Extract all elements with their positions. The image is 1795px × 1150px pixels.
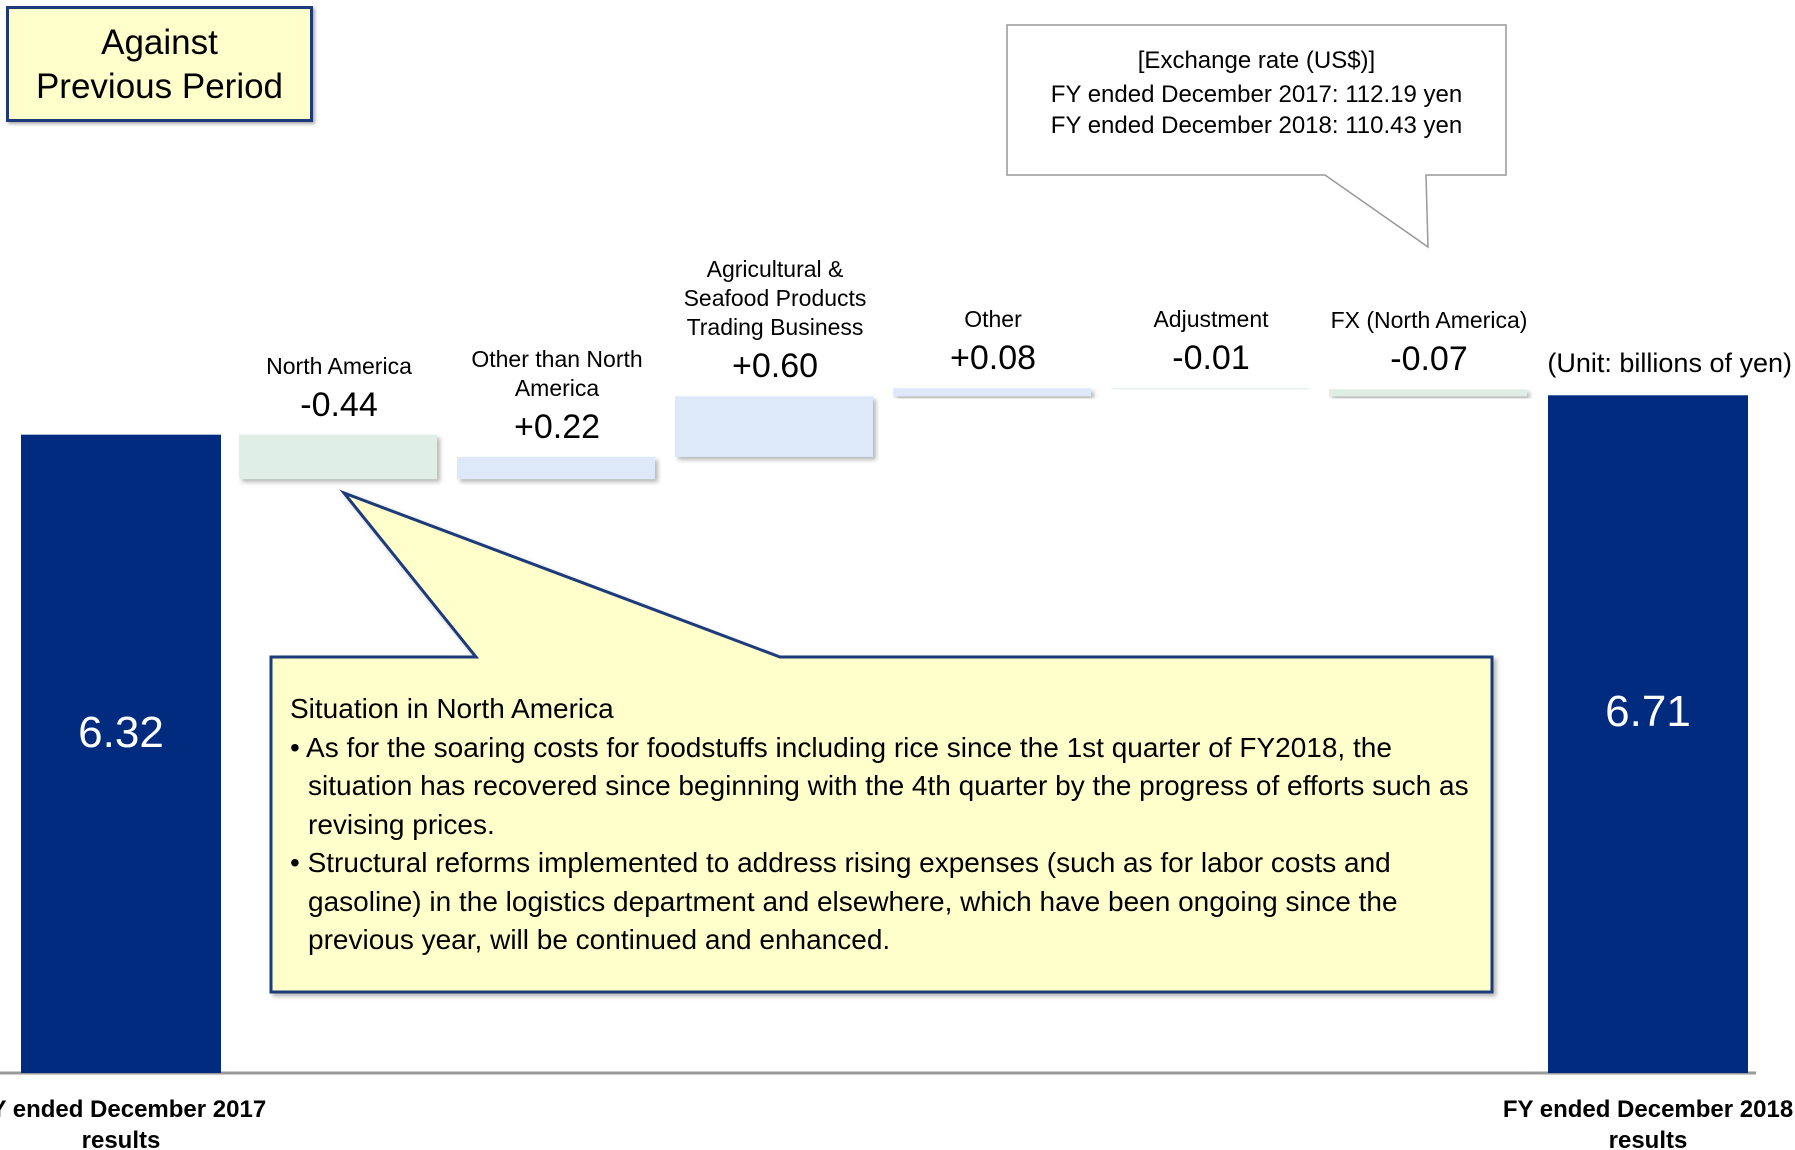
note: Situation in North America • As for the … <box>290 690 1480 960</box>
note-bullet-text: As for the soaring costs for foodstuffs … <box>306 731 1469 840</box>
bar <box>893 388 1091 397</box>
note-bullet-text: Structural reforms implemented to addres… <box>307 847 1398 955</box>
category-label: FX (North America) <box>1330 307 1528 334</box>
period-box: Against Previous Period <box>6 6 313 122</box>
value-label: -0.44 <box>300 385 378 424</box>
bar <box>239 434 437 480</box>
note-bullet: • Structural reforms implemented to addr… <box>290 847 1398 955</box>
note-bullet: • As for the soaring costs for foodstuff… <box>290 731 1469 840</box>
value-label: +0.60 <box>731 347 819 386</box>
category-label: Other <box>964 306 1022 333</box>
value-label: +0.08 <box>949 339 1037 378</box>
bar <box>1329 389 1527 397</box>
note-callout <box>269 489 1494 994</box>
period-line: Against <box>101 23 218 62</box>
note-title: Situation in North America <box>290 693 614 724</box>
bar <box>21 434 221 1073</box>
bar <box>1548 395 1748 1073</box>
exchange-line: FY ended December 2017: 112.19 yen <box>1050 81 1463 108</box>
period-line: Previous Period <box>35 67 284 106</box>
exchange-callout <box>1006 24 1507 249</box>
bar <box>1111 388 1309 390</box>
value-label: -0.07 <box>1390 340 1468 379</box>
value-label: 6.32 <box>78 708 164 758</box>
unit-label: (Unit: billions of yen) <box>1547 348 1792 378</box>
value-label: +0.22 <box>513 407 601 446</box>
value-label: -0.01 <box>1172 339 1250 378</box>
exchange-line: FY ended December 2018: 110.43 yen <box>1050 112 1463 139</box>
category-label: FY ended December 2018 results <box>1502 1096 1794 1150</box>
category-label: FY ended December 2017 results <box>0 1096 267 1150</box>
value-label: 6.71 <box>1605 687 1691 737</box>
category-label: Adjustment <box>1153 306 1269 333</box>
bar <box>457 456 655 480</box>
exchange-rate: [Exchange rate (US$)] FY ended December … <box>1007 44 1506 143</box>
category-label: Agricultural & Seafood Products Trading … <box>683 256 867 341</box>
category-label: Other than North America <box>471 345 643 401</box>
bar <box>675 396 873 457</box>
exchange-title: [Exchange rate (US$)] <box>1137 47 1376 74</box>
category-label: North America <box>266 352 412 379</box>
